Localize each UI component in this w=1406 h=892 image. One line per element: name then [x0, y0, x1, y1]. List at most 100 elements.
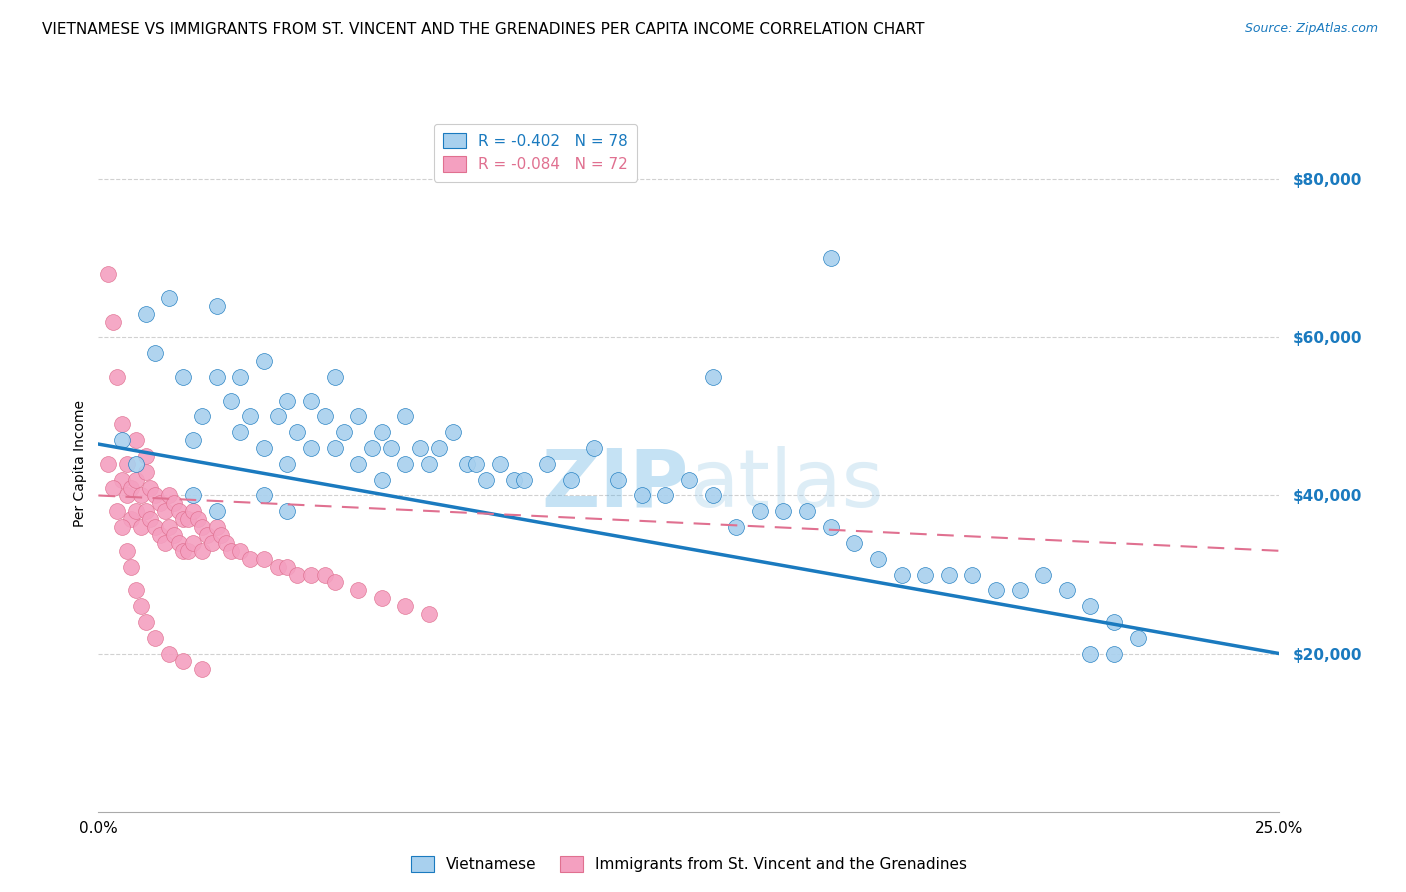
Point — [394, 457, 416, 471]
Point — [153, 504, 176, 518]
Point — [820, 252, 842, 266]
Point — [267, 559, 290, 574]
Point — [654, 488, 676, 502]
Point — [125, 583, 148, 598]
Point — [219, 544, 242, 558]
Point — [129, 520, 152, 534]
Point — [914, 567, 936, 582]
Point — [135, 449, 157, 463]
Point — [560, 473, 582, 487]
Point — [465, 457, 488, 471]
Point — [323, 441, 346, 455]
Point — [725, 520, 748, 534]
Point — [427, 441, 450, 455]
Point — [177, 512, 200, 526]
Point — [143, 520, 166, 534]
Point — [475, 473, 498, 487]
Point — [394, 409, 416, 424]
Point — [97, 457, 120, 471]
Point — [181, 433, 204, 447]
Point — [219, 393, 242, 408]
Point — [125, 504, 148, 518]
Point — [181, 536, 204, 550]
Point — [135, 504, 157, 518]
Point — [347, 583, 370, 598]
Point — [418, 457, 440, 471]
Text: ZIP: ZIP — [541, 446, 689, 524]
Point — [253, 551, 276, 566]
Point — [111, 473, 134, 487]
Point — [139, 481, 162, 495]
Point — [105, 370, 128, 384]
Point — [276, 393, 298, 408]
Point — [253, 488, 276, 502]
Point — [97, 267, 120, 281]
Point — [181, 504, 204, 518]
Point — [215, 536, 238, 550]
Point — [143, 631, 166, 645]
Point — [121, 481, 143, 495]
Point — [205, 299, 228, 313]
Point — [111, 417, 134, 432]
Point — [239, 551, 262, 566]
Point — [125, 457, 148, 471]
Point — [229, 544, 252, 558]
Point — [172, 370, 194, 384]
Legend: R = -0.402   N = 78, R = -0.084   N = 72: R = -0.402 N = 78, R = -0.084 N = 72 — [434, 124, 637, 182]
Point — [157, 488, 180, 502]
Point — [678, 473, 700, 487]
Point — [177, 544, 200, 558]
Point — [984, 583, 1007, 598]
Point — [314, 567, 336, 582]
Point — [163, 496, 186, 510]
Point — [820, 520, 842, 534]
Point — [157, 520, 180, 534]
Point — [157, 291, 180, 305]
Point — [536, 457, 558, 471]
Point — [938, 567, 960, 582]
Point — [111, 520, 134, 534]
Point — [394, 599, 416, 614]
Point — [201, 536, 224, 550]
Point — [149, 528, 172, 542]
Point — [121, 559, 143, 574]
Point — [153, 536, 176, 550]
Point — [489, 457, 512, 471]
Point — [191, 520, 214, 534]
Point — [1102, 615, 1125, 629]
Point — [380, 441, 402, 455]
Point — [139, 512, 162, 526]
Point — [167, 504, 190, 518]
Point — [962, 567, 984, 582]
Point — [121, 512, 143, 526]
Point — [371, 473, 394, 487]
Point — [209, 528, 232, 542]
Text: Source: ZipAtlas.com: Source: ZipAtlas.com — [1244, 22, 1378, 36]
Point — [101, 314, 124, 328]
Point — [285, 567, 308, 582]
Point — [418, 607, 440, 621]
Point — [143, 346, 166, 360]
Text: atlas: atlas — [689, 446, 883, 524]
Point — [285, 425, 308, 440]
Point — [129, 599, 152, 614]
Point — [796, 504, 818, 518]
Point — [125, 473, 148, 487]
Point — [115, 488, 138, 502]
Point — [276, 457, 298, 471]
Point — [205, 520, 228, 534]
Point — [205, 370, 228, 384]
Point — [111, 433, 134, 447]
Point — [299, 441, 322, 455]
Point — [333, 425, 356, 440]
Point — [101, 481, 124, 495]
Point — [187, 512, 209, 526]
Point — [347, 409, 370, 424]
Point — [125, 433, 148, 447]
Legend: Vietnamese, Immigrants from St. Vincent and the Grenadines: Vietnamese, Immigrants from St. Vincent … — [404, 848, 974, 880]
Point — [844, 536, 866, 550]
Point — [702, 488, 724, 502]
Point — [172, 544, 194, 558]
Point — [239, 409, 262, 424]
Point — [276, 504, 298, 518]
